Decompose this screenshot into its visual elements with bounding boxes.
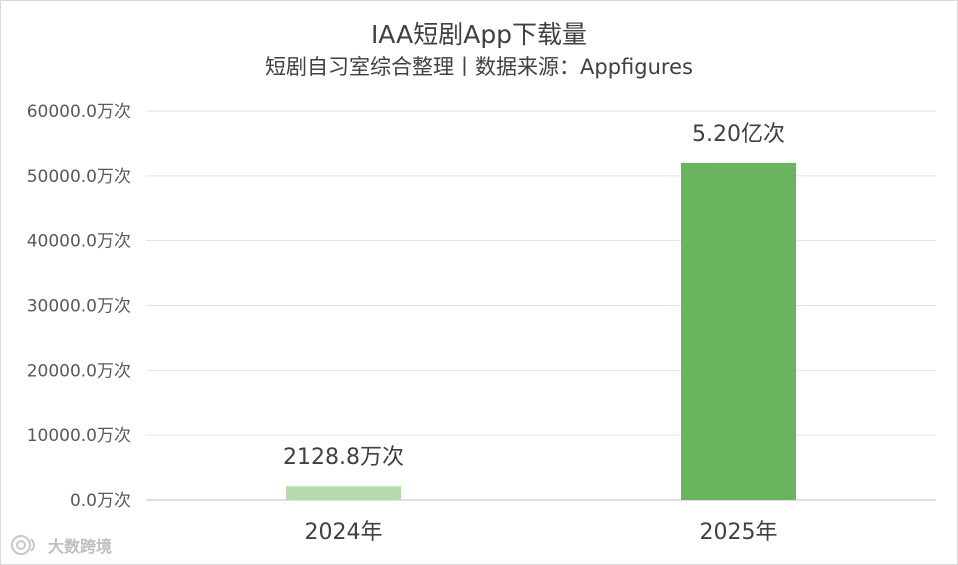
y-tick-label: 20000.0万次	[27, 361, 131, 381]
x-tick-label: 2024年	[305, 520, 383, 545]
chart-title: IAA短剧App下载量	[370, 20, 588, 49]
data-label: 2128.8万次	[283, 445, 404, 470]
watermark-text: 大数跨境	[48, 537, 113, 556]
bar	[286, 486, 401, 500]
chart-subtitle: 短剧自习室综合整理丨数据来源：Appfigures	[265, 55, 693, 79]
y-tick-label: 0.0万次	[70, 491, 131, 511]
bar	[681, 162, 796, 500]
y-tick-label: 60000.0万次	[27, 102, 131, 122]
x-tick-label: 2025年	[700, 520, 778, 545]
swirl-logo-icon	[11, 535, 35, 555]
y-tick-label: 30000.0万次	[27, 297, 131, 317]
data-label: 5.20亿次	[692, 122, 785, 147]
watermark: 大数跨境	[9, 533, 112, 557]
y-tick-label: 40000.0万次	[27, 232, 131, 252]
y-tick-label: 50000.0万次	[27, 167, 131, 187]
y-tick-label: 10000.0万次	[27, 426, 131, 446]
